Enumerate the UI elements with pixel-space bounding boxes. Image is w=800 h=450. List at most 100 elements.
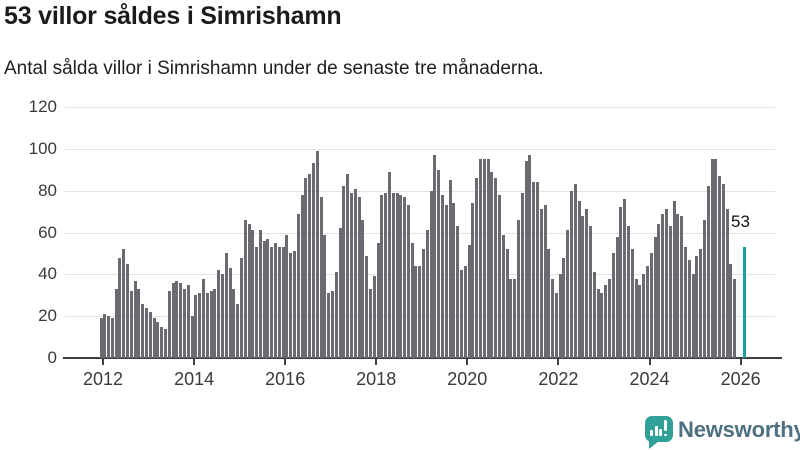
- bar: [414, 265, 418, 358]
- bar: [239, 257, 243, 358]
- bar: [604, 284, 608, 358]
- bar: [509, 278, 513, 358]
- speech-bubble-tail: [649, 441, 659, 449]
- bar: [729, 263, 733, 358]
- gridline: [65, 107, 775, 108]
- bar: [547, 249, 551, 358]
- bar: [145, 307, 149, 358]
- chart-subtitle: Antal sålda villor i Simrishamn under de…: [4, 58, 544, 79]
- bar: [501, 234, 505, 358]
- bar: [175, 280, 179, 358]
- x-axis-tick: [739, 359, 742, 365]
- bar: [706, 186, 710, 358]
- x-axis-tick: [557, 359, 560, 365]
- bar: [243, 219, 247, 358]
- bar: [365, 255, 369, 358]
- bar: [376, 242, 380, 358]
- bar: [581, 215, 585, 358]
- bar: [479, 159, 482, 358]
- bar: [539, 209, 543, 358]
- y-axis-tick-label: 0: [47, 348, 57, 367]
- gridline: [65, 148, 775, 150]
- bar: [220, 274, 224, 358]
- x-axis-tick-label: 2022: [538, 369, 579, 389]
- x-axis-tick: [466, 359, 469, 365]
- bar: [160, 326, 164, 358]
- bar: [611, 253, 615, 358]
- bar: [683, 247, 687, 358]
- bar: [137, 288, 141, 358]
- bar-chart-plot: 0 20 40 60 80 100 120 2012 2014 2016 2018 2020 2022 2…: [28, 97, 782, 389]
- bar: [623, 199, 627, 358]
- bar: [460, 270, 464, 358]
- bar: [285, 234, 289, 358]
- bar: [380, 194, 384, 358]
- bar: [718, 176, 722, 358]
- x-axis-tick: [375, 359, 378, 365]
- bar: [653, 236, 657, 358]
- bar: [627, 226, 630, 358]
- bar: [270, 247, 274, 358]
- bar: [570, 190, 574, 358]
- bar: [141, 303, 145, 358]
- bar: [353, 188, 357, 358]
- bar: [433, 155, 437, 358]
- bar: [482, 159, 486, 358]
- bar: [725, 209, 729, 358]
- bar: [573, 184, 577, 358]
- bar: [110, 318, 114, 358]
- bar: [129, 291, 133, 358]
- bar: [262, 240, 266, 358]
- bar: [357, 196, 361, 358]
- bar: [422, 249, 426, 358]
- bar: [236, 303, 240, 358]
- chart-title: 53 villor såldes i Simrishamn: [4, 2, 342, 30]
- bar: [437, 169, 441, 358]
- bar: [592, 272, 596, 358]
- bar: [444, 205, 448, 358]
- bar: [384, 192, 388, 358]
- bar: [691, 274, 695, 358]
- x-axis-tick-label: 2024: [629, 369, 670, 389]
- bar: [251, 230, 255, 358]
- bar: [589, 226, 593, 358]
- bar: [410, 242, 414, 358]
- bar: [649, 253, 653, 358]
- bar: [103, 314, 107, 358]
- y-axis-tick-label: 60: [38, 222, 57, 242]
- bar: [494, 178, 498, 358]
- bar: [205, 293, 209, 358]
- gridline: [65, 190, 775, 192]
- bar: [661, 213, 665, 358]
- bar: [349, 192, 353, 358]
- bar: [167, 291, 171, 358]
- bar: [630, 249, 634, 358]
- bar: [342, 186, 346, 358]
- x-axis-tick: [193, 359, 196, 365]
- x-axis-tick: [648, 359, 651, 365]
- bar: [258, 230, 262, 358]
- bar: [133, 280, 137, 358]
- y-axis-tick-label: 100: [28, 138, 57, 158]
- bar: [186, 284, 190, 358]
- bar: [680, 215, 684, 358]
- bar: [513, 278, 517, 358]
- bar: [148, 311, 152, 358]
- bar: [274, 242, 278, 358]
- bar: [448, 180, 452, 358]
- bar: [721, 184, 725, 358]
- bar: [164, 328, 167, 358]
- x-axis-tick-label: 2014: [174, 369, 215, 389]
- bar: [327, 293, 331, 358]
- bar: [289, 253, 293, 358]
- bar: [566, 230, 570, 358]
- bar: [118, 257, 122, 358]
- bar: [293, 251, 297, 358]
- bar: [657, 224, 661, 358]
- x-axis-tick: [284, 359, 287, 365]
- bar: [486, 159, 490, 358]
- bar: [126, 263, 130, 358]
- bar: [615, 236, 619, 358]
- bar: [338, 228, 342, 358]
